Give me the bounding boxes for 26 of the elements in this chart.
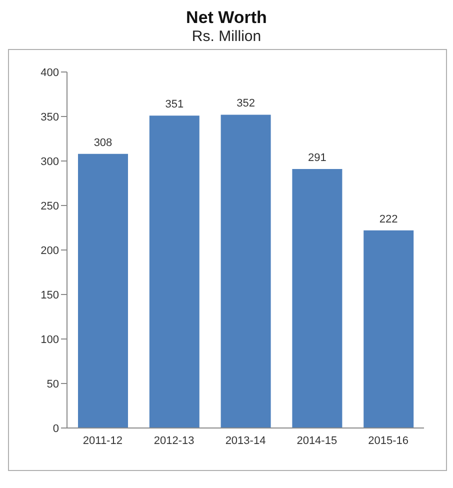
y-tick-label: 100 [40,334,59,346]
y-tick-label: 50 [46,378,59,390]
x-tick-label: 2015-16 [368,434,408,447]
bar [292,169,342,428]
x-tick-label: 2014-15 [296,434,338,447]
chart-subtitle: Rs. Million [190,28,262,45]
y-tick-label: 350 [40,111,59,124]
y-tick-label: 250 [40,200,59,212]
bar [220,114,271,428]
y-tick-label: 400 [40,66,59,79]
bar [364,230,414,428]
y-tick-label: 0 [52,422,59,435]
chart-title: Net Worth [185,8,268,28]
data-label: 351 [165,98,184,111]
x-tick-label: 2013-14 [225,434,266,447]
bar [149,116,200,428]
data-label: 352 [236,98,255,110]
bar [78,154,128,428]
x-tick-label: 2012-13 [154,434,194,447]
data-label: 222 [379,213,398,226]
y-tick-label: 300 [40,156,59,168]
x-tick-label: 2011-12 [82,434,122,447]
y-tick-label: 200 [40,244,59,257]
data-label: 308 [94,136,112,149]
y-tick-label: 150 [40,289,59,302]
data-label: 291 [308,152,326,164]
